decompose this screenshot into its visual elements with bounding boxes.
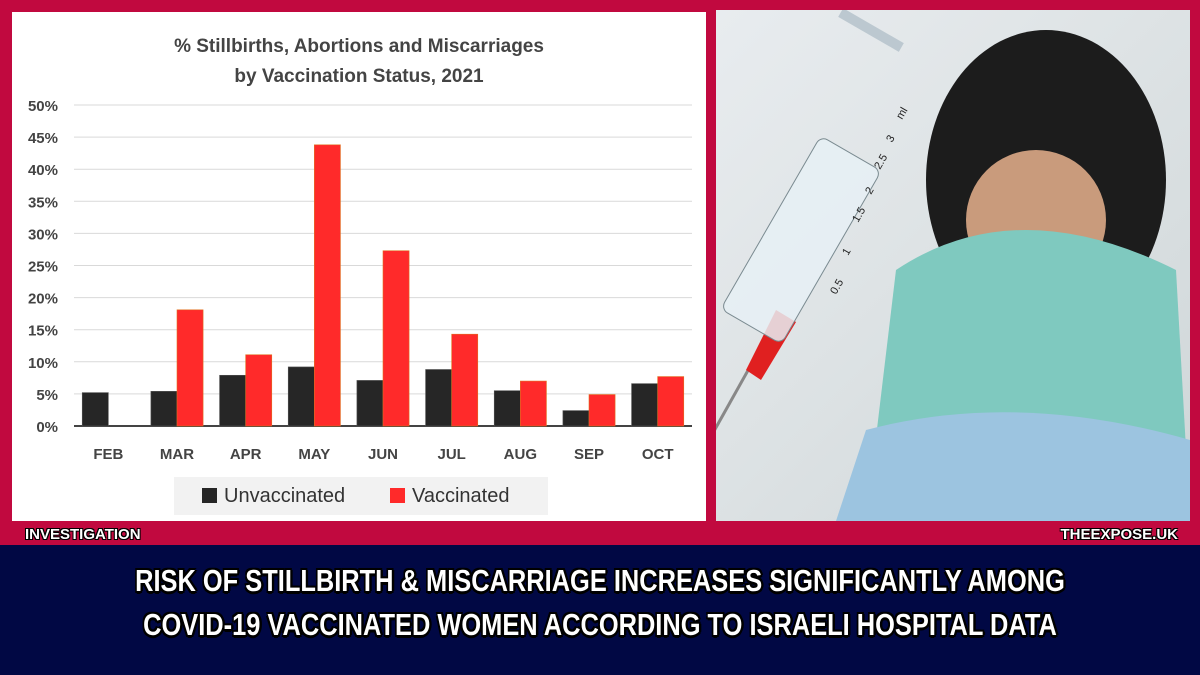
- y-tick-label: 5%: [36, 387, 58, 404]
- legend-label-vaccinated: Vaccinated: [412, 485, 509, 507]
- chart-title-line2: by Vaccination Status, 2021: [234, 66, 484, 87]
- bar-unvaccinated-jun: [356, 380, 384, 427]
- y-tick-label: 20%: [28, 291, 58, 308]
- x-tick-label: MAY: [298, 446, 330, 463]
- headline-line1: RISK OF STILLBIRTH & MISCARRIAGE INCREAS…: [135, 563, 1065, 598]
- syringe-mark-2: 2: [863, 185, 876, 196]
- bar-unvaccinated-jul: [425, 369, 452, 427]
- bar-vaccinated-jun: [382, 250, 410, 427]
- syringe-icon: [716, 10, 904, 431]
- bar-vaccinated-mar: [176, 309, 204, 427]
- syringe-mark-05: 0.5: [828, 277, 846, 296]
- y-tick-label: 25%: [28, 259, 58, 276]
- bar-vaccinated-jul: [451, 333, 479, 427]
- bar-unvaccinated-may: [287, 366, 315, 427]
- blanket-shape: [836, 412, 1190, 521]
- x-tick-label: OCT: [642, 446, 674, 463]
- legend-label-unvaccinated: Unvaccinated: [224, 485, 345, 507]
- legend-swatch-vaccinated: [390, 488, 405, 503]
- headline-line2: COVID-19 VACCINATED WOMEN ACCORDING TO I…: [143, 607, 1057, 642]
- syringe-mark-ml: ml: [894, 105, 910, 121]
- legend-swatch-unvaccinated: [202, 488, 217, 503]
- bar-unvaccinated-oct: [631, 383, 658, 427]
- chart-title: % Stillbirths, Abortions and Miscarriage…: [12, 32, 706, 92]
- syringe-mark-1: 1: [840, 246, 853, 257]
- x-tick-label: AUG: [504, 446, 537, 463]
- y-tick-label: 0%: [36, 419, 58, 436]
- y-tick-label: 50%: [28, 98, 58, 115]
- y-tick-label: 15%: [28, 323, 58, 340]
- bar-unvaccinated-apr: [219, 374, 246, 427]
- x-tick-label: JUN: [368, 446, 398, 463]
- bar-unvaccinated-mar: [150, 391, 178, 427]
- bar-vaccinated-oct: [657, 376, 685, 427]
- x-tick-label: FEB: [93, 446, 123, 463]
- syringe-mark-3: 3: [884, 133, 897, 144]
- bar-chart: 0% 5% 10% 15% 20% 25% 30% 35% 40% 45% 50% FEB MAR APR…: [28, 98, 692, 515]
- x-tick-label: MAR: [160, 446, 194, 463]
- y-tick-label: 40%: [28, 162, 58, 179]
- headline-banner: RISK OF STILLBIRTH & MISCARRIAGE INCREAS…: [0, 545, 1200, 675]
- bar-vaccinated-apr: [245, 354, 273, 427]
- bar-vaccinated-may: [314, 144, 341, 427]
- chart-title-line1: % Stillbirths, Abortions and Miscarriage…: [174, 36, 544, 57]
- site-label[interactable]: THEEXPOSE.UK: [1060, 526, 1178, 543]
- bar-vaccinated-sep: [588, 394, 616, 427]
- y-tick-label: 45%: [28, 130, 58, 147]
- photo-distressed-woman-with-syringe: 0.5 1 1.5 2 2.5 3 ml: [716, 10, 1190, 521]
- legend-box: [174, 477, 548, 515]
- photo-illustration: 0.5 1 1.5 2 2.5 3 ml: [716, 10, 1190, 521]
- y-tick-label: 10%: [28, 355, 58, 372]
- bar-unvaccinated-sep: [562, 410, 590, 427]
- chart-panel: % Stillbirths, Abortions and Miscarriage…: [12, 12, 706, 521]
- y-tick-label: 30%: [28, 226, 58, 243]
- x-tick-label: SEP: [574, 446, 604, 463]
- bar-unvaccinated-aug: [493, 390, 521, 427]
- bar-unvaccinated-feb: [81, 392, 109, 427]
- y-tick-label: 35%: [28, 194, 58, 211]
- x-tick-label: APR: [230, 446, 262, 463]
- x-tick-label: JUL: [437, 446, 465, 463]
- section-label: INVESTIGATION: [25, 526, 141, 543]
- bar-vaccinated-aug: [520, 380, 547, 427]
